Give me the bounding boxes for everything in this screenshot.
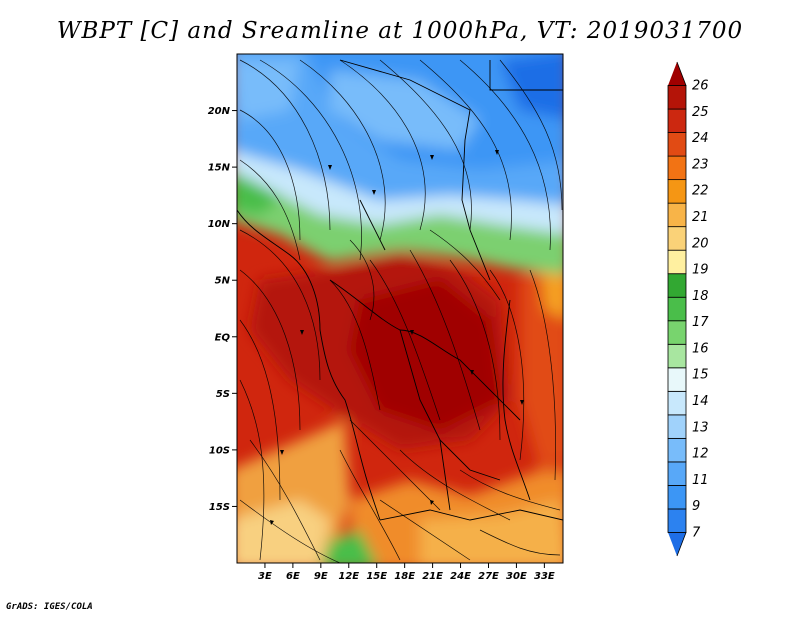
y-axis: 20N 15N 10N 5N EQ 5S 10S 15S [208,106,237,513]
colorbar-label: 11 [692,473,709,488]
colorbar-label: 26 [692,79,709,94]
colorbar-label: 25 [692,105,709,120]
colorbar-label: 16 [692,341,709,356]
colorbar-swatch [668,61,687,86]
y-tick-label: 15N [208,163,231,174]
y-tick-label: 5S [216,389,230,400]
colorbar-label: 17 [692,315,709,330]
colorbar-swatch [667,390,687,416]
colorbar-swatch [667,320,687,345]
colorbar-label: 20 [692,236,709,251]
x-tick-label: 27E [478,571,499,582]
footer-credit: GrADS: IGES/COLA [6,602,93,612]
x-tick-label: 18E [394,571,415,582]
colorbar-swatch [667,508,687,533]
y-tick-label: EQ [215,332,231,343]
x-tick-label: 6E [286,571,300,582]
colorbar-swatch [667,485,687,510]
colorbar-swatch [667,155,687,181]
x-tick-label: 24E [450,571,471,582]
chart: 20N 15N 10N 5N EQ 5S 10S 15S 3E 6E 9E 12E 15E 18E 21E… [208,53,709,582]
colorbar-swatch [668,532,687,557]
colorbar-swatch [667,343,687,369]
colorbar-swatch [667,179,687,204]
colorbar-label: 12 [692,447,709,462]
colorbar-label: 7 [692,525,701,540]
colorbar-swatch [667,85,687,110]
colorbar-label: 23 [692,157,709,172]
x-tick-label: 30E [506,571,527,582]
wbpt-field-map [237,54,563,563]
chart-title: WBPT [C] and Sreamline at 1000hPa, VT: 2… [56,18,744,44]
x-axis: 3E 6E 9E 12E 15E 18E 21E 24E 27E 30E 33E [258,563,555,582]
colorbar-label: 14 [692,394,709,409]
colorbar-swatch [667,108,687,133]
colorbar-swatch [667,296,687,322]
colorbar-swatch [667,461,687,486]
y-tick-label: 15S [209,502,230,513]
x-tick-label: 33E [534,571,555,582]
x-tick-label: 9E [314,571,328,582]
x-tick-label: 3E [258,571,272,582]
colorbar-swatch [667,437,687,463]
y-tick-label: 10S [209,445,230,456]
colorbar-swatch [667,273,687,298]
colorbar-swatch [667,202,687,228]
colorbar-label: 21 [692,210,709,225]
x-tick-label: 12E [338,571,359,582]
y-tick-label: 20N [208,106,231,117]
colorbar-label: 9 [692,499,700,514]
x-tick-label: 21E [422,571,443,582]
colorbar-label: 13 [692,420,709,435]
colorbar-label: 22 [692,184,709,199]
y-tick-label: 5N [215,276,231,287]
map-frame [236,53,564,564]
colorbar-swatch [667,132,687,157]
y-tick-label: 10N [208,219,231,230]
colorbar-label: 24 [692,131,709,146]
colorbar-swatch [667,367,687,392]
colorbar-label: 15 [692,368,709,383]
colorbar-label: 19 [692,263,709,278]
colorbar-swatch [667,249,687,275]
x-tick-label: 15E [366,571,387,582]
colorbar-swatch [667,414,687,439]
colorbar-swatch [667,226,687,251]
colorbar: 7 9 11 12 13 14 15 16 17 18 19 20 21 22 23 24 25 26 [667,61,709,557]
colorbar-label: 18 [692,289,709,304]
